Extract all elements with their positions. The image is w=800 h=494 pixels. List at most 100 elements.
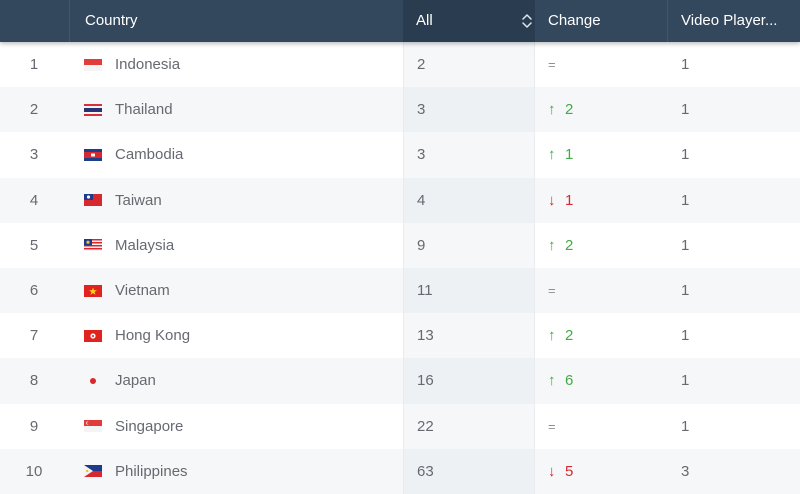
country-name: Taiwan — [115, 191, 162, 209]
change-cell: = — [535, 404, 668, 449]
country-name: Philippines — [115, 462, 188, 480]
no-change-indicator: = — [548, 57, 556, 73]
video-player-cell: 1 — [681, 236, 690, 254]
change-cell: = — [535, 42, 668, 87]
change-value: 2 — [565, 236, 574, 254]
arrow-down-icon: ↓ — [548, 462, 556, 480]
country-name: Malaysia — [115, 236, 175, 254]
video-player-cell: 1 — [681, 56, 690, 74]
change-cell: ↓ 1 — [535, 178, 668, 223]
arrow-up-icon: ↑ — [548, 372, 556, 390]
rank-column-header — [0, 0, 70, 42]
rank-cell: 2 — [29, 101, 39, 119]
table-row[interactable]: 4 Taiwan 4 ↓ 1 1 — [0, 177, 800, 223]
country-cell: Philippines — [70, 449, 403, 494]
change-value: 1 — [565, 191, 574, 209]
indonesia-flag-icon — [84, 58, 102, 71]
video-player-cell: 3 — [681, 462, 690, 480]
country-name: Indonesia — [115, 56, 181, 74]
rank-cell: 10 — [25, 462, 43, 480]
rank-cell: 5 — [29, 236, 39, 254]
change-cell: ↑ 1 — [535, 132, 668, 177]
vietnam-flag-icon — [84, 284, 102, 297]
rank-cell: 6 — [29, 282, 39, 300]
video-player-column-header[interactable]: Video Player... — [681, 12, 778, 29]
table-row[interactable]: 5 Malaysia 9 ↑ 2 1 — [0, 222, 800, 268]
thailand-flag-icon — [84, 103, 102, 116]
arrow-up-icon: ↑ — [548, 327, 556, 345]
arrow-up-icon: ↑ — [548, 101, 556, 119]
table-row[interactable]: 7 Hong Kong 13 ↑ 2 1 — [0, 313, 800, 359]
video-player-cell: 1 — [681, 191, 690, 209]
country-cell: Singapore — [70, 404, 403, 449]
change-value: 1 — [565, 146, 574, 164]
country-name: Thailand — [115, 101, 173, 119]
video-player-cell: 1 — [681, 282, 690, 300]
taiwan-flag-icon — [84, 194, 102, 207]
change-cell: ↓ 5 — [535, 449, 668, 494]
cambodia-flag-icon — [84, 148, 102, 161]
no-change-indicator: = — [548, 283, 556, 299]
hong-kong-flag-icon — [84, 329, 102, 342]
malaysia-flag-icon — [84, 239, 102, 252]
no-change-indicator: = — [548, 418, 556, 434]
philippines-flag-icon — [84, 465, 102, 478]
table-row[interactable]: 9 Singapore 22 = 1 — [0, 403, 800, 449]
all-cell: 2 — [403, 42, 535, 88]
all-cell: 3 — [403, 132, 535, 178]
video-player-cell: 1 — [681, 327, 690, 345]
rank-cell: 3 — [29, 146, 39, 164]
country-cell: Malaysia — [70, 223, 403, 268]
country-name: Vietnam — [115, 282, 170, 300]
table-row[interactable]: 10 Philippines 63 ↓ 5 3 — [0, 448, 800, 494]
rank-cell: 8 — [29, 372, 39, 390]
country-column-header[interactable]: Country — [85, 12, 138, 29]
rank-cell: 4 — [29, 191, 39, 209]
rank-cell: 9 — [29, 417, 39, 435]
singapore-flag-icon — [84, 420, 102, 433]
arrow-down-icon: ↓ — [548, 191, 556, 209]
all-cell: 16 — [403, 358, 535, 404]
country-cell: Japan — [70, 358, 403, 403]
table-row[interactable]: 2 Thailand 3 ↑ 2 1 — [0, 87, 800, 133]
all-cell: 11 — [403, 267, 535, 314]
video-player-cell: 1 — [681, 417, 690, 435]
change-value: 6 — [565, 372, 574, 390]
change-cell: ↑ 6 — [535, 358, 668, 403]
all-cell: 13 — [403, 313, 535, 359]
video-player-cell: 1 — [681, 372, 690, 390]
country-name: Japan — [115, 372, 156, 390]
all-column-header[interactable]: All — [403, 0, 535, 42]
country-name: Hong Kong — [115, 327, 191, 345]
all-column-label: All — [416, 12, 433, 29]
arrow-up-icon: ↑ — [548, 236, 556, 254]
all-cell: 3 — [403, 87, 535, 133]
country-cell: Taiwan — [70, 178, 403, 223]
video-player-cell: 1 — [681, 146, 690, 164]
change-value: 5 — [565, 462, 574, 480]
rank-cell: 7 — [29, 327, 39, 345]
country-name: Cambodia — [115, 146, 184, 164]
table-header: Country All Change Video Player... — [0, 0, 800, 42]
sort-icon[interactable] — [521, 11, 533, 31]
table-row[interactable]: 1 Indonesia 2 = 1 — [0, 42, 800, 88]
change-cell: ↑ 2 — [535, 87, 668, 132]
all-cell: 63 — [403, 448, 535, 494]
table-row[interactable]: 6 Vietnam 11 = 1 — [0, 267, 800, 314]
country-cell: Hong Kong — [70, 313, 403, 358]
table-row[interactable]: 3 Cambodia 3 ↑ 1 1 — [0, 132, 800, 178]
change-cell: = — [535, 268, 668, 313]
change-value: 2 — [565, 101, 574, 119]
all-cell: 22 — [403, 403, 535, 449]
change-cell: ↑ 2 — [535, 223, 668, 268]
all-cell: 4 — [403, 177, 535, 223]
country-cell: Vietnam — [70, 268, 403, 313]
change-cell: ↑ 2 — [535, 313, 668, 358]
country-cell: Cambodia — [70, 132, 403, 177]
change-value: 2 — [565, 327, 574, 345]
change-column-header[interactable]: Change — [535, 0, 668, 42]
table-row[interactable]: 8 Japan 16 ↑ 6 1 — [0, 358, 800, 404]
japan-flag-icon — [84, 374, 102, 387]
video-player-cell: 1 — [681, 101, 690, 119]
